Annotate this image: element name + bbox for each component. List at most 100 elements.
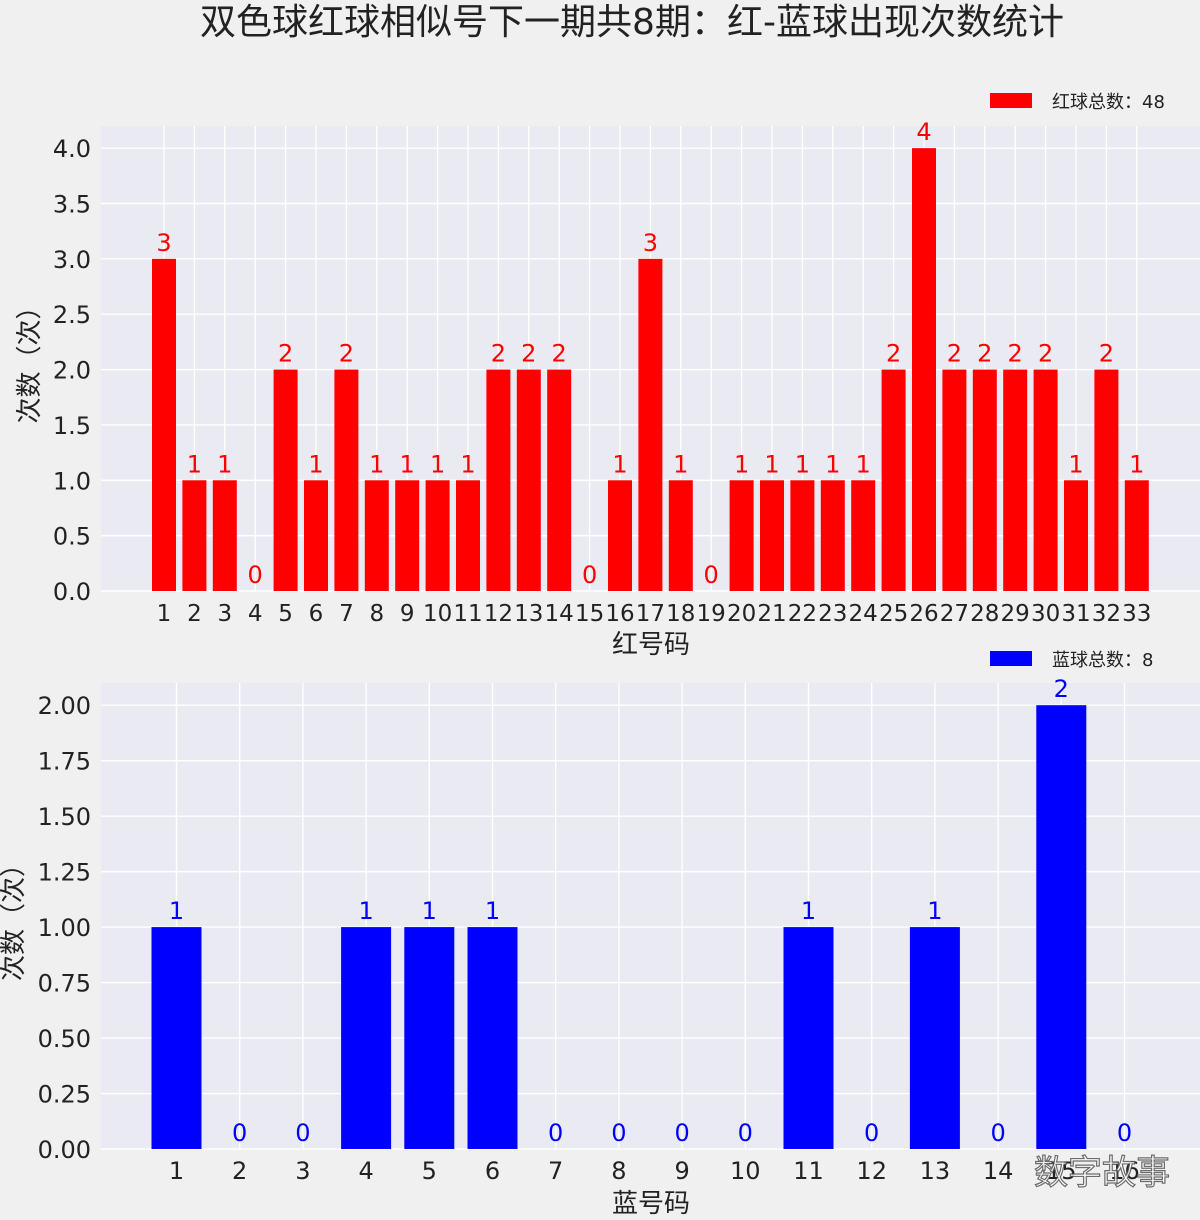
y-tick-label: 0.50 xyxy=(38,1025,91,1053)
x-tick-label: 2 xyxy=(232,1157,247,1185)
y-tick-label: 0.75 xyxy=(38,970,91,998)
bar xyxy=(404,927,455,1149)
bar xyxy=(1036,705,1087,1149)
bar xyxy=(1003,369,1028,591)
x-tick-label: 19 xyxy=(697,601,726,627)
data-label: 2 xyxy=(886,340,901,368)
bar xyxy=(790,480,815,591)
x-tick-label: 14 xyxy=(983,1157,1014,1185)
data-label: 1 xyxy=(612,450,627,478)
data-label: 0 xyxy=(548,1119,563,1147)
data-label: 1 xyxy=(358,897,373,925)
x-tick-label: 9 xyxy=(400,601,415,627)
bar xyxy=(304,480,328,591)
y-tick-label: 2.00 xyxy=(38,692,91,720)
data-label: 1 xyxy=(422,897,437,925)
data-label: 1 xyxy=(795,450,810,478)
y-tick-label: 0.00 xyxy=(38,1136,91,1164)
x-axis-label: 红号码 xyxy=(612,630,690,660)
x-tick-label: 6 xyxy=(309,601,324,627)
bar xyxy=(912,148,936,591)
x-tick-label: 3 xyxy=(295,1157,310,1185)
bar xyxy=(456,480,480,591)
data-label: 2 xyxy=(339,340,354,368)
bar xyxy=(151,927,202,1149)
y-tick-label: 3.0 xyxy=(53,246,91,274)
bar xyxy=(152,258,176,591)
bar xyxy=(486,369,511,591)
x-tick-label: 27 xyxy=(940,601,969,627)
x-tick-label: 29 xyxy=(1001,601,1030,627)
x-tick-label: 20 xyxy=(727,601,756,627)
bar xyxy=(516,369,541,591)
bar xyxy=(942,369,967,591)
x-tick-label: 18 xyxy=(666,601,695,627)
red-ball-chart: 0.00.51.01.52.02.53.03.54.01 2 3 4 5 6 7 8 9 10 11… xyxy=(15,92,1200,660)
bar xyxy=(341,927,392,1149)
y-axis-label: 次数（次） xyxy=(0,851,29,981)
bar xyxy=(851,480,876,591)
x-tick-label: 1 xyxy=(157,601,172,627)
x-tick-label: 28 xyxy=(970,601,999,627)
data-label: 1 xyxy=(169,897,184,925)
data-label: 3 xyxy=(643,229,658,257)
x-tick-label: 1 xyxy=(169,1157,184,1185)
data-label: 0 xyxy=(738,1119,753,1147)
bar xyxy=(729,480,754,591)
x-tick-label: 9 xyxy=(674,1157,689,1185)
y-tick-label: 0.0 xyxy=(53,578,91,606)
data-label: 0 xyxy=(248,561,263,589)
x-tick-label: 17 xyxy=(636,601,665,627)
x-tick-label: 11 xyxy=(453,601,482,627)
data-label: 2 xyxy=(552,340,567,368)
data-label: 1 xyxy=(1129,450,1144,478)
y-axis-label: 次数（次） xyxy=(15,293,45,423)
x-tick-label: 3 xyxy=(217,601,232,627)
x-tick-label: 12 xyxy=(856,1157,887,1185)
x-tick-label: 8 xyxy=(369,601,384,627)
x-tick-label: 10 xyxy=(423,601,452,627)
data-label: 1 xyxy=(369,450,384,478)
data-label: 1 xyxy=(187,450,202,478)
bar xyxy=(909,927,960,1149)
y-tick-label: 2.5 xyxy=(53,301,91,329)
data-label: 0 xyxy=(1117,1119,1132,1147)
bar xyxy=(1124,480,1149,591)
bar xyxy=(1064,480,1088,591)
data-label: 1 xyxy=(927,897,942,925)
y-tick-label: 1.50 xyxy=(38,803,91,831)
data-label: 0 xyxy=(582,561,597,589)
data-label: 1 xyxy=(734,450,749,478)
y-tick-label: 0.25 xyxy=(38,1081,91,1109)
bar xyxy=(334,369,359,591)
x-tick-label: 15 xyxy=(1046,1157,1077,1185)
x-tick-label: 6 xyxy=(485,1157,500,1185)
x-tick-label: 30 xyxy=(1031,601,1060,627)
bar xyxy=(273,369,298,591)
x-tick-label: 12 xyxy=(484,601,513,627)
blue-ball-chart: 0.000.250.500.751.001.251.501.752.001 2 3 4… xyxy=(0,650,1200,1219)
y-tick-label: 4.0 xyxy=(53,135,91,163)
bar xyxy=(972,369,997,591)
x-tick-label: 8 xyxy=(611,1157,626,1185)
y-tick-label: 2.0 xyxy=(53,357,91,385)
bar xyxy=(425,480,450,591)
x-tick-label: 14 xyxy=(545,601,574,627)
data-label: 2 xyxy=(1054,675,1069,703)
data-label: 1 xyxy=(308,450,323,478)
bar xyxy=(881,369,906,591)
data-label: 1 xyxy=(825,450,840,478)
y-tick-label: 0.5 xyxy=(53,523,91,551)
data-label: 2 xyxy=(1038,340,1053,368)
bar xyxy=(364,480,389,591)
data-label: 2 xyxy=(1099,340,1114,368)
bar xyxy=(1094,369,1119,591)
data-label: 1 xyxy=(460,450,475,478)
legend-swatch xyxy=(990,93,1032,108)
bar xyxy=(608,480,632,591)
x-tick-label: 13 xyxy=(920,1157,951,1185)
data-label: 0 xyxy=(990,1119,1005,1147)
data-label: 0 xyxy=(674,1119,689,1147)
